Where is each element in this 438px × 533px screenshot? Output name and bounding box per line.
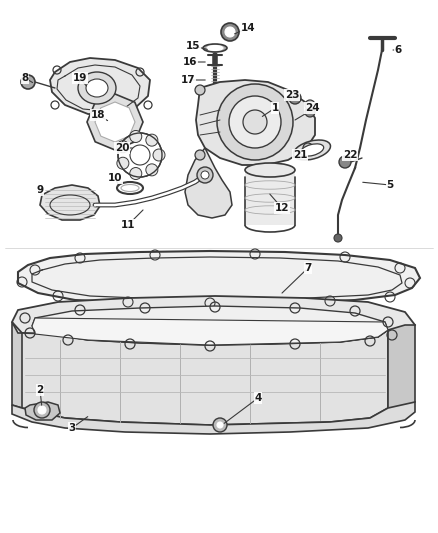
- Ellipse shape: [293, 140, 331, 160]
- Polygon shape: [12, 402, 415, 434]
- Circle shape: [289, 92, 301, 104]
- Text: 16: 16: [183, 57, 197, 67]
- Circle shape: [217, 84, 293, 160]
- Circle shape: [334, 234, 342, 242]
- Text: 22: 22: [343, 150, 357, 160]
- Text: 23: 23: [285, 90, 299, 100]
- Text: 21: 21: [293, 150, 307, 160]
- Circle shape: [195, 150, 205, 160]
- Circle shape: [153, 149, 165, 161]
- Text: 19: 19: [73, 73, 87, 83]
- Circle shape: [339, 156, 351, 168]
- Polygon shape: [245, 170, 295, 225]
- Polygon shape: [32, 318, 388, 345]
- Circle shape: [34, 402, 50, 418]
- Text: 7: 7: [304, 263, 312, 273]
- Ellipse shape: [203, 44, 227, 52]
- Text: 5: 5: [386, 180, 394, 190]
- Polygon shape: [50, 58, 150, 115]
- Polygon shape: [196, 80, 315, 165]
- Text: 24: 24: [305, 103, 319, 113]
- Polygon shape: [388, 325, 415, 412]
- Text: 6: 6: [394, 45, 402, 55]
- Ellipse shape: [300, 144, 324, 156]
- Circle shape: [195, 85, 205, 95]
- Ellipse shape: [207, 45, 223, 51]
- Text: 8: 8: [21, 73, 28, 83]
- Circle shape: [225, 27, 235, 37]
- Circle shape: [213, 418, 227, 432]
- Polygon shape: [12, 296, 415, 347]
- Circle shape: [146, 134, 158, 146]
- Circle shape: [305, 100, 315, 110]
- Circle shape: [229, 96, 281, 148]
- Circle shape: [117, 141, 129, 153]
- Polygon shape: [185, 148, 232, 218]
- Text: 17: 17: [181, 75, 195, 85]
- Circle shape: [130, 167, 142, 180]
- Text: 3: 3: [68, 423, 76, 433]
- Text: 20: 20: [115, 143, 129, 153]
- Circle shape: [38, 406, 46, 414]
- Circle shape: [117, 157, 129, 169]
- Polygon shape: [32, 306, 388, 345]
- Circle shape: [243, 110, 267, 134]
- Polygon shape: [18, 251, 420, 304]
- Text: 9: 9: [36, 185, 43, 195]
- Circle shape: [130, 131, 142, 142]
- Polygon shape: [25, 402, 60, 420]
- Polygon shape: [95, 102, 135, 142]
- Polygon shape: [87, 94, 143, 150]
- Text: 2: 2: [36, 385, 44, 395]
- Text: 1: 1: [272, 103, 279, 113]
- Ellipse shape: [78, 72, 116, 104]
- Text: 10: 10: [108, 173, 122, 183]
- Text: 12: 12: [275, 203, 289, 213]
- Circle shape: [221, 23, 239, 41]
- Ellipse shape: [245, 163, 295, 177]
- Circle shape: [197, 167, 213, 183]
- Polygon shape: [40, 185, 100, 220]
- Text: 15: 15: [186, 41, 200, 51]
- Circle shape: [217, 422, 223, 428]
- Circle shape: [305, 107, 315, 117]
- Polygon shape: [22, 330, 388, 425]
- Circle shape: [201, 171, 209, 179]
- Text: 4: 4: [254, 393, 261, 403]
- Text: 18: 18: [91, 110, 105, 120]
- Circle shape: [303, 143, 313, 153]
- Text: 14: 14: [241, 23, 255, 33]
- Circle shape: [21, 75, 35, 89]
- Polygon shape: [12, 322, 52, 410]
- Ellipse shape: [86, 79, 108, 97]
- Text: 11: 11: [121, 220, 135, 230]
- Circle shape: [146, 164, 158, 176]
